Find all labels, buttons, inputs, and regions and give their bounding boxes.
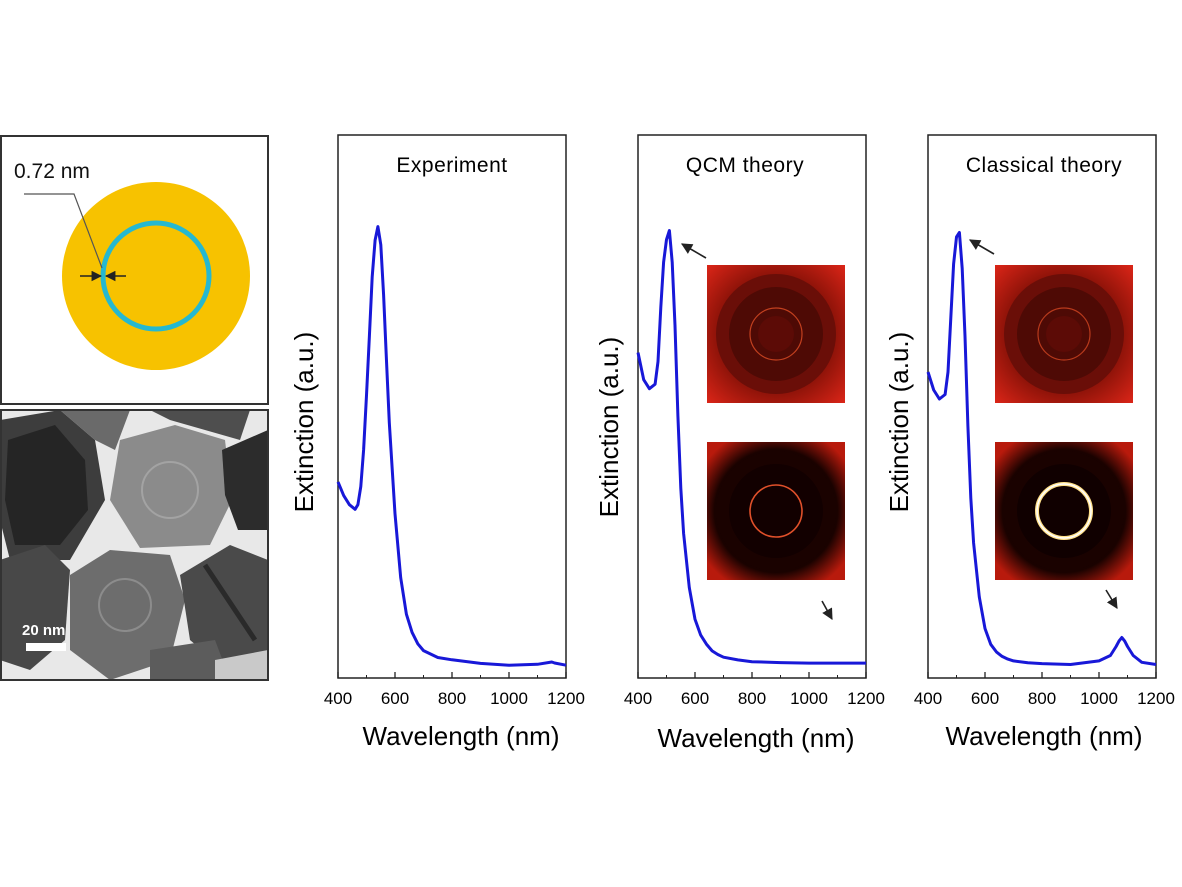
x-tick-label: 600 xyxy=(971,689,999,708)
plot-frame xyxy=(637,134,867,679)
x-tick-label: 600 xyxy=(381,689,409,708)
arrow-ir-pointer xyxy=(821,600,833,620)
x-tick-label: 1000 xyxy=(490,689,528,708)
core-shell-disk xyxy=(62,182,250,370)
x-axis-label: Wavelength (nm) xyxy=(363,721,560,751)
qcm-theory-chart: QCM theory 400 600 800 1000 1200 Wavelength … xyxy=(594,134,885,753)
y-axis-label: Extinction (a.u.) xyxy=(884,332,914,513)
x-axis-label: Wavelength (nm) xyxy=(946,721,1143,751)
x-tick-label: 800 xyxy=(738,689,766,708)
x-tick-label: 400 xyxy=(914,689,942,708)
x-tick-label: 1000 xyxy=(790,689,828,708)
extinction-curve xyxy=(636,229,866,665)
experiment-chart: Experiment 400 600 800 1000 1200 Wavelength … xyxy=(289,134,585,751)
x-tick-label: 1200 xyxy=(547,689,585,708)
extinction-curve xyxy=(926,231,1157,666)
field-map-near-peak xyxy=(707,265,845,403)
arrow-peak-pointer xyxy=(681,243,707,259)
y-axis-label: Extinction (a.u.) xyxy=(594,337,624,518)
tem-micrograph: 20 nm xyxy=(0,409,269,681)
x-tick-label: 1000 xyxy=(1080,689,1118,708)
chart-title: Experiment xyxy=(396,154,507,177)
x-tick-label: 1200 xyxy=(1137,689,1175,708)
x-tick-label: 800 xyxy=(438,689,466,708)
classical-theory-chart: Classical theory 400 600 800 1000 1200 Wavel… xyxy=(884,134,1175,751)
x-tick-label: 1200 xyxy=(847,689,885,708)
nanoparticle-schematic: 0.72 nm xyxy=(0,135,269,405)
x-axis-ticks: 400 600 800 1000 1200 xyxy=(624,672,885,708)
x-tick-label: 400 xyxy=(624,689,652,708)
x-axis-ticks: 400 600 800 1000 1200 xyxy=(914,672,1175,708)
chart-title: Classical theory xyxy=(966,154,1122,177)
extinction-curve xyxy=(336,225,567,667)
scale-bar xyxy=(26,643,66,651)
scale-bar-label: 20 nm xyxy=(22,622,65,639)
x-tick-label: 800 xyxy=(1028,689,1056,708)
field-map-ir-peak xyxy=(995,442,1133,580)
arrow-peak-pointer xyxy=(969,239,995,255)
dimension-leader-line xyxy=(24,193,103,269)
field-map-ir-region xyxy=(707,442,845,580)
x-axis-label: Wavelength (nm) xyxy=(658,723,855,753)
interlayer-ring xyxy=(100,220,212,332)
arrow-ir-peak-pointer xyxy=(1105,589,1118,609)
plot-frame xyxy=(927,134,1157,679)
x-tick-label: 400 xyxy=(324,689,352,708)
field-map-near-peak xyxy=(995,265,1133,403)
x-axis-ticks: 400 600 800 1000 1200 xyxy=(324,672,585,708)
x-tick-label: 600 xyxy=(681,689,709,708)
plot-frame xyxy=(337,134,567,679)
dimension-label: 0.72 nm xyxy=(14,160,90,183)
y-axis-label: Extinction (a.u.) xyxy=(289,332,319,513)
chart-title: QCM theory xyxy=(686,154,804,177)
